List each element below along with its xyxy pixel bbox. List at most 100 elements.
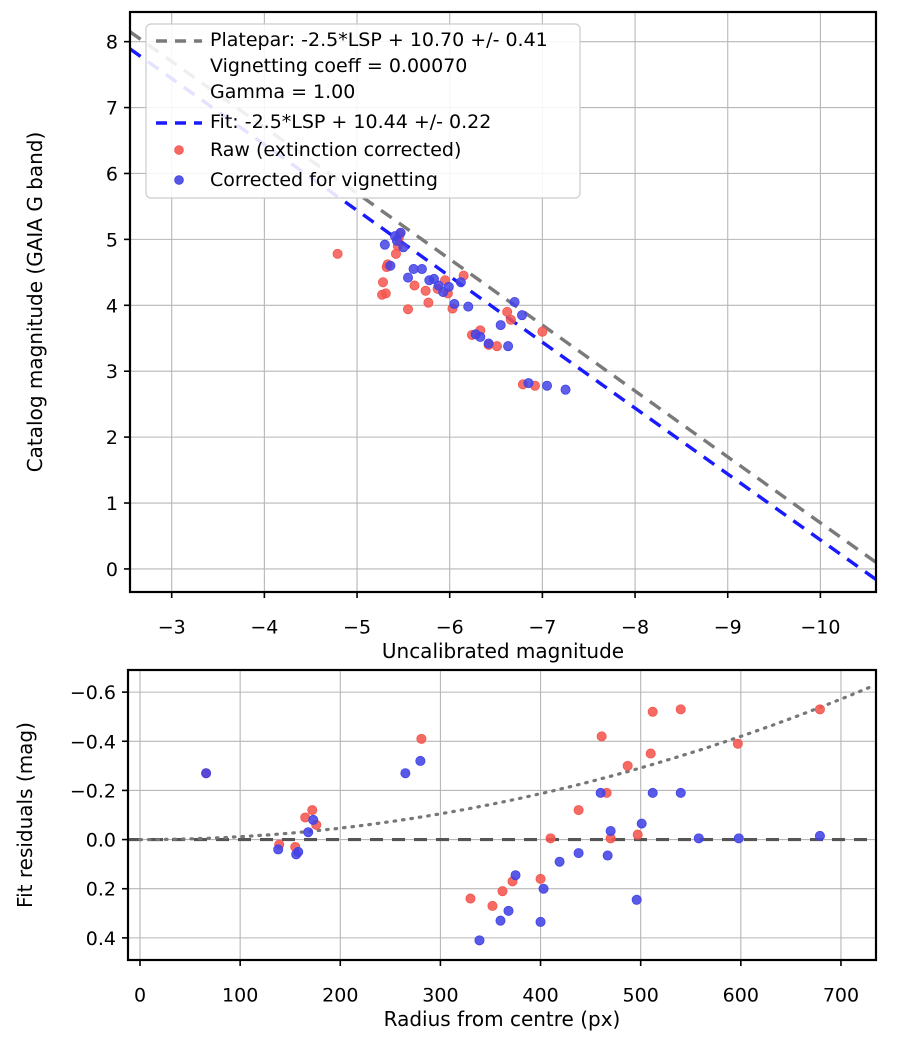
corrected-point: [443, 281, 454, 292]
corrected-point: [408, 264, 419, 275]
legend-marker-swatch: [174, 145, 184, 155]
corrected-residual-point: [400, 768, 411, 779]
raw-residual-point: [545, 833, 556, 844]
legend-label: Vignetting coeff = 0.00070: [210, 55, 467, 77]
corrected-point: [416, 264, 427, 275]
raw-point: [380, 288, 391, 299]
legend: Platepar: -2.5*LSP + 10.70 +/- 0.41 Vigne…: [145, 23, 581, 199]
legend-label: Platepar: -2.5*LSP + 10.70 +/- 0.41: [210, 29, 548, 51]
y-tick-label: 5: [106, 229, 118, 251]
x-tick-label: −6: [436, 617, 464, 639]
corrected-point: [509, 296, 520, 307]
x-tick-label: 400: [522, 985, 558, 1007]
x-tick-label: −10: [800, 617, 840, 639]
raw-residual-point: [632, 829, 643, 840]
x-tick-label: 500: [623, 985, 659, 1007]
bottom-plot-content: [128, 684, 876, 946]
x-tick-label: −9: [714, 617, 742, 639]
y-tick-label: 6: [106, 163, 118, 185]
corrected-point: [560, 384, 571, 395]
corrected-residual-point: [303, 827, 314, 838]
raw-residual-point: [622, 760, 633, 771]
corrected-residual-point: [554, 856, 565, 867]
y-tick-label: 0.2: [86, 879, 116, 901]
raw-residual-point: [487, 900, 498, 911]
x-axis-title: Radius from centre (px): [384, 1007, 621, 1031]
corrected-residual-point: [474, 935, 485, 946]
y-axis-title: Fit residuals (mag): [13, 722, 37, 908]
corrected-point: [516, 310, 527, 321]
legend-entry-fit: Fit: -2.5*LSP + 10.44 +/- 0.22: [156, 111, 491, 133]
corrected-point: [379, 239, 390, 250]
legend-label: Raw (extinction corrected): [210, 139, 461, 161]
corrected-point: [403, 272, 414, 283]
x-tick-label: 0: [134, 985, 146, 1007]
raw-residual-point: [307, 805, 318, 816]
x-tick-label: 600: [723, 985, 759, 1007]
corrected-residual-point: [595, 787, 606, 798]
legend-entry-platepar: Platepar: -2.5*LSP + 10.70 +/- 0.41: [156, 29, 548, 51]
corrected-point: [455, 277, 466, 288]
raw-point: [332, 248, 343, 259]
corrected-point: [542, 380, 553, 391]
legend-label: Corrected for vignetting: [210, 169, 438, 191]
corrected-residual-point: [495, 915, 506, 926]
corrected-point: [395, 227, 406, 238]
raw-residual-point: [814, 704, 825, 715]
corrected-residual-point: [631, 894, 642, 905]
legend-marker-swatch: [174, 175, 184, 185]
corrected-point: [503, 341, 514, 352]
y-tick-label: −0.4: [70, 731, 116, 753]
y-tick-label: 0.0: [86, 830, 116, 852]
corrected-point: [483, 338, 494, 349]
corrected-residual-point: [535, 916, 546, 927]
corrected-point: [495, 320, 506, 331]
legend-entry-vignetting-coeff: Vignetting coeff = 0.00070: [210, 55, 467, 77]
fit-residuals-axes: 0 100 200 300 400 500 600 700 0.4 0.2 0.0 −0.2 −0.4 −…: [13, 668, 878, 1031]
raw-point: [423, 297, 434, 308]
raw-point: [505, 314, 516, 325]
corrected-point: [449, 298, 460, 309]
bottom-plot-frame: [126, 668, 878, 962]
raw-residual-point: [497, 886, 508, 897]
corrected-residual-point: [693, 833, 704, 844]
corrected-point: [385, 260, 396, 271]
raw-point: [377, 277, 388, 288]
raw-residual-point: [675, 704, 686, 715]
raw-residual-point: [647, 706, 658, 717]
y-tick-label: 0.4: [86, 928, 116, 950]
y-tick-label: 7: [106, 98, 118, 120]
raw-residual-point: [535, 873, 546, 884]
corrected-residual-point: [538, 883, 549, 894]
top-plot-content: [130, 30, 876, 581]
raw-residual-point: [732, 738, 743, 749]
corrected-residual-point: [605, 825, 616, 836]
y-tick-label: 4: [106, 295, 118, 317]
x-tick-label: −5: [343, 617, 371, 639]
y-tick-label: −0.2: [70, 780, 116, 802]
x-tick-label: −7: [528, 617, 556, 639]
raw-point: [420, 285, 431, 296]
corrected-residual-point: [273, 844, 284, 855]
x-tick-label: 700: [823, 985, 859, 1007]
corrected-residual-point: [201, 768, 212, 779]
corrected-residual-point: [293, 846, 304, 857]
raw-residual-point: [416, 733, 427, 744]
corrected-residual-point: [636, 818, 647, 829]
raw-residual-point: [465, 893, 476, 904]
corrected-residual-point: [602, 850, 613, 861]
y-tick-label: 3: [106, 361, 118, 383]
x-tick-label: 300: [422, 985, 458, 1007]
y-tick-label: 0: [106, 559, 118, 581]
top-plot-frame: [128, 10, 878, 594]
corrected-point: [475, 331, 486, 342]
legend-entry-raw: Raw (extinction corrected): [174, 139, 461, 161]
raw-residual-point: [573, 805, 584, 816]
y-tick-label: 2: [106, 427, 118, 449]
corrected-point: [523, 378, 534, 389]
x-tick-label: 100: [222, 985, 258, 1007]
raw-residual-point: [596, 731, 607, 742]
raw-residual-point: [645, 748, 656, 759]
